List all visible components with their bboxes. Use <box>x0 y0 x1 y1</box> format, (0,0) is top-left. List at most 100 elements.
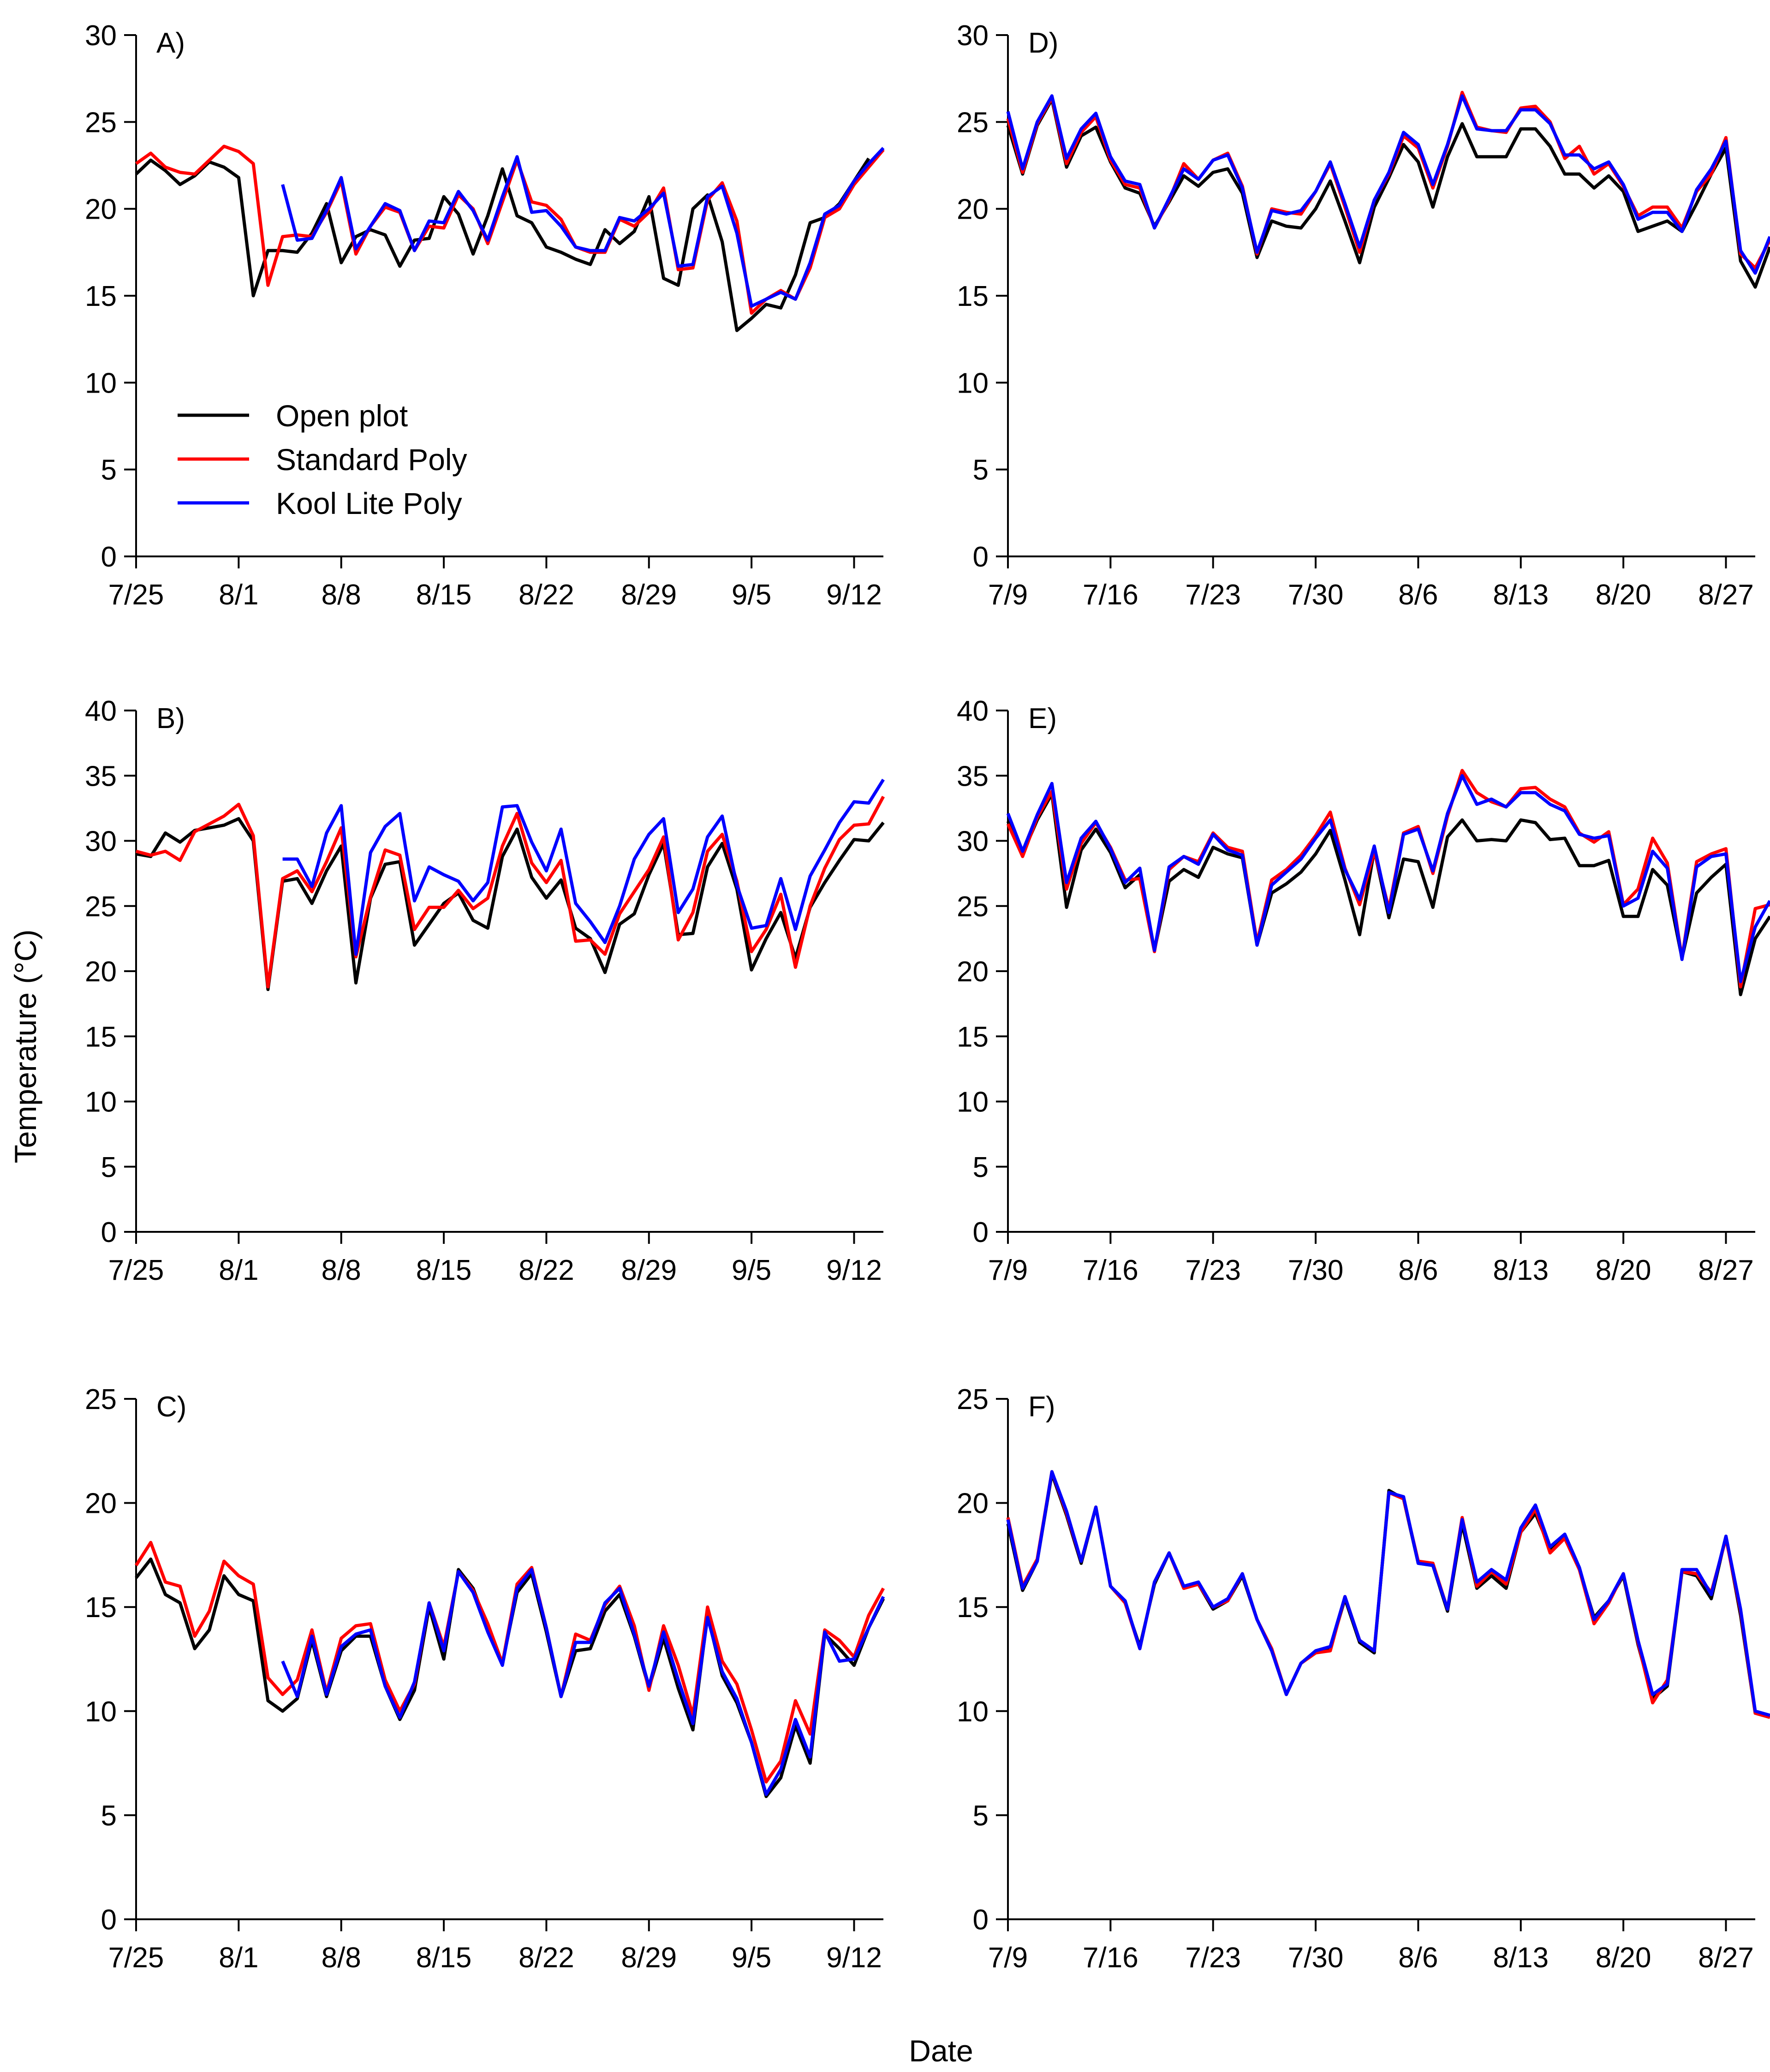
panel-label: E) <box>1028 703 1057 734</box>
panel-b: 0 5 10 15 20 25 30 35 40 7/25 8/1 8/8 8/15 8/22 8/29 9/… <box>85 695 885 1286</box>
y-tick-label: 15 <box>85 1021 117 1053</box>
y-tick-label: 20 <box>85 1488 117 1520</box>
x-tick-label: 9/5 <box>732 579 771 611</box>
panel-d: 0 5 10 15 20 25 30 7/9 7/16 7/23 7/30 8/6 8/13 8/20 8/… <box>957 20 1770 611</box>
y-tick-label: 20 <box>957 1488 989 1520</box>
y-tick-label: 5 <box>101 1800 117 1832</box>
y-tick-label: 15 <box>85 281 117 312</box>
x-tick-label: 8/6 <box>1398 1254 1438 1286</box>
x-tick-label: 8/6 <box>1398 1942 1438 1974</box>
series-line-kool-lite-poly <box>1006 774 1770 984</box>
y-tick-label: 5 <box>101 1152 117 1183</box>
y-tick-label: 10 <box>85 1087 117 1118</box>
panel-label: D) <box>1028 27 1058 59</box>
panel-c: 0 5 10 15 20 25 7/25 8/1 8/8 8/15 8/22 8/29 9/5 9/12 C… <box>85 1384 885 1974</box>
x-tick-label: 8/22 <box>518 1254 574 1286</box>
x-tick-label: 8/13 <box>1493 1942 1549 1974</box>
y-tick-label: 10 <box>957 1696 989 1728</box>
y-axis-title: Temperature (°C) <box>8 930 42 1164</box>
y-tick-label: 35 <box>85 760 117 792</box>
x-tick-label: 7/16 <box>1083 1254 1138 1286</box>
y-tick-label: 15 <box>957 281 989 312</box>
x-tick-label: 8/20 <box>1596 1254 1651 1286</box>
y-tick-label: 25 <box>957 1384 989 1415</box>
legend: Open plot Standard Poly Kool Lite Poly <box>178 399 467 520</box>
y-tick-label: 30 <box>85 826 117 858</box>
y-tick-label: 25 <box>957 107 989 138</box>
series-line-kool-lite-poly <box>1006 1470 1770 1717</box>
x-tick-label: 8/15 <box>416 1254 472 1286</box>
x-tick-label: 8/20 <box>1596 579 1651 611</box>
y-tick-label: 5 <box>973 454 989 486</box>
x-tick-label: 8/8 <box>322 579 361 611</box>
x-tick-label: 8/13 <box>1493 579 1549 611</box>
x-tick-label: 7/23 <box>1185 1942 1241 1974</box>
y-tick-label: 30 <box>85 20 117 52</box>
x-tick-label: 7/25 <box>108 579 164 611</box>
x-tick-label: 7/9 <box>988 579 1028 611</box>
x-axis-title: Date <box>909 2034 973 2068</box>
y-tick-label: 10 <box>957 1087 989 1118</box>
y-tick-label: 15 <box>957 1021 989 1053</box>
x-tick-label: 8/15 <box>416 1942 472 1974</box>
y-tick-label: 25 <box>85 107 117 138</box>
y-tick-label: 0 <box>101 1217 117 1248</box>
x-tick-label: 7/23 <box>1185 579 1241 611</box>
x-tick-label: 9/12 <box>826 1942 882 1974</box>
x-tick-label: 9/5 <box>732 1254 771 1286</box>
y-tick-label: 0 <box>973 541 989 573</box>
x-tick-label: 7/30 <box>1288 1254 1344 1286</box>
y-tick-label: 10 <box>85 367 117 399</box>
legend-label: Standard Poly <box>276 442 467 477</box>
x-tick-label: 8/1 <box>219 1942 258 1974</box>
y-tick-label: 20 <box>85 956 117 988</box>
x-tick-label: 7/30 <box>1288 1942 1344 1974</box>
series-line-kool-lite-poly <box>282 778 885 956</box>
panel-f: 0 5 10 15 20 25 7/9 7/16 7/23 7/30 8/6 8/13 8/20 8/27… <box>957 1384 1770 1974</box>
y-tick-label: 20 <box>957 194 989 226</box>
panel-label: F) <box>1028 1391 1055 1423</box>
series-line-standard-poly <box>136 795 885 989</box>
x-tick-label: 9/5 <box>732 1942 771 1974</box>
y-tick-label: 10 <box>957 367 989 399</box>
series-line-kool-lite-poly <box>1006 94 1770 275</box>
y-tick-label: 0 <box>101 1904 117 1936</box>
x-tick-label: 7/25 <box>108 1254 164 1286</box>
y-tick-label: 35 <box>957 760 989 792</box>
y-tick-label: 40 <box>957 695 989 727</box>
x-tick-label: 9/12 <box>826 579 882 611</box>
y-tick-label: 5 <box>101 454 117 486</box>
series-line-kool-lite-poly <box>281 147 885 308</box>
panel-label: C) <box>156 1391 186 1423</box>
x-tick-label: 8/13 <box>1493 1254 1549 1286</box>
x-tick-label: 8/1 <box>219 579 258 611</box>
x-tick-label: 8/29 <box>621 1254 677 1286</box>
x-tick-label: 8/22 <box>518 1942 574 1974</box>
x-tick-label: 8/29 <box>621 1942 677 1974</box>
series-line-open-plot <box>135 157 870 332</box>
y-tick-label: 30 <box>957 826 989 858</box>
y-tick-label: 0 <box>973 1217 989 1248</box>
x-tick-label: 8/6 <box>1398 579 1438 611</box>
x-tick-label: 8/22 <box>518 579 574 611</box>
x-tick-label: 7/16 <box>1083 1942 1138 1974</box>
x-tick-label: 7/16 <box>1083 579 1138 611</box>
x-tick-label: 8/1 <box>219 1254 258 1286</box>
x-tick-label: 8/15 <box>416 579 472 611</box>
y-tick-label: 25 <box>85 891 117 923</box>
panel-e: 0 5 10 15 20 25 30 35 40 7/9 7/16 7/23 7/30 8/6 8/13 8/… <box>957 695 1770 1286</box>
y-tick-label: 20 <box>85 194 117 226</box>
legend-label: Open plot <box>276 399 408 433</box>
x-tick-label: 7/25 <box>108 1942 164 1974</box>
x-tick-label: 7/30 <box>1288 579 1344 611</box>
y-tick-label: 10 <box>85 1696 117 1728</box>
x-tick-label: 7/9 <box>988 1942 1028 1974</box>
panel-label: A) <box>156 27 185 59</box>
y-tick-label: 25 <box>957 891 989 923</box>
x-tick-label: 8/8 <box>322 1942 361 1974</box>
x-tick-label: 9/12 <box>826 1254 882 1286</box>
x-tick-label: 7/9 <box>988 1254 1028 1286</box>
